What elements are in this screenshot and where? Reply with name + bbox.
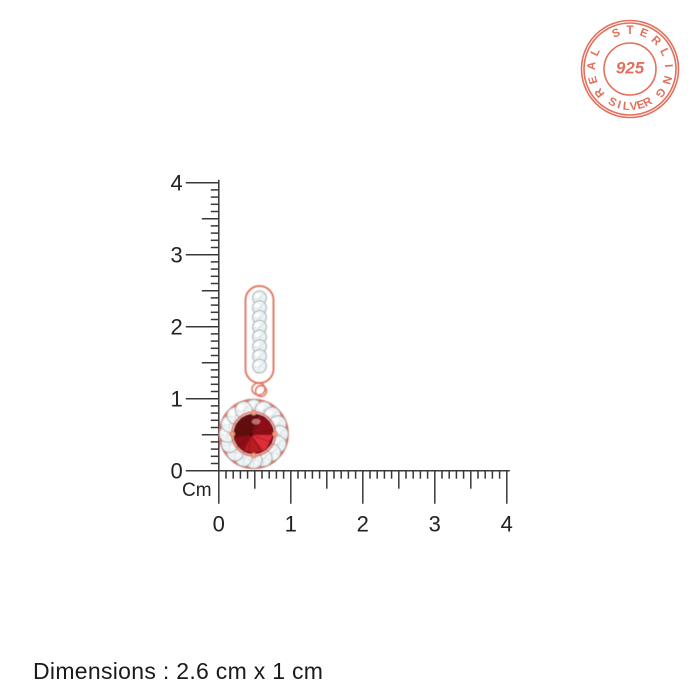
svg-text:T: T <box>626 25 633 37</box>
svg-text:E: E <box>587 74 601 85</box>
svg-text:L: L <box>657 47 671 59</box>
svg-text:2: 2 <box>171 315 183 340</box>
svg-text:925: 925 <box>616 58 645 77</box>
svg-text:0: 0 <box>213 512 225 537</box>
svg-text:S: S <box>610 27 622 41</box>
svg-text:4: 4 <box>501 512 513 537</box>
svg-text:4: 4 <box>171 171 183 196</box>
svg-text:0: 0 <box>171 459 183 484</box>
svg-text:A: A <box>586 61 599 70</box>
svg-text:2: 2 <box>357 512 369 537</box>
svg-text:1: 1 <box>285 512 297 537</box>
svg-text:L: L <box>589 47 603 59</box>
svg-text:3: 3 <box>171 243 183 268</box>
svg-text:N: N <box>659 74 673 85</box>
svg-text:E: E <box>638 27 650 41</box>
svg-text:1: 1 <box>171 387 183 412</box>
svg-text:3: 3 <box>429 512 441 537</box>
svg-text:I: I <box>662 64 674 68</box>
